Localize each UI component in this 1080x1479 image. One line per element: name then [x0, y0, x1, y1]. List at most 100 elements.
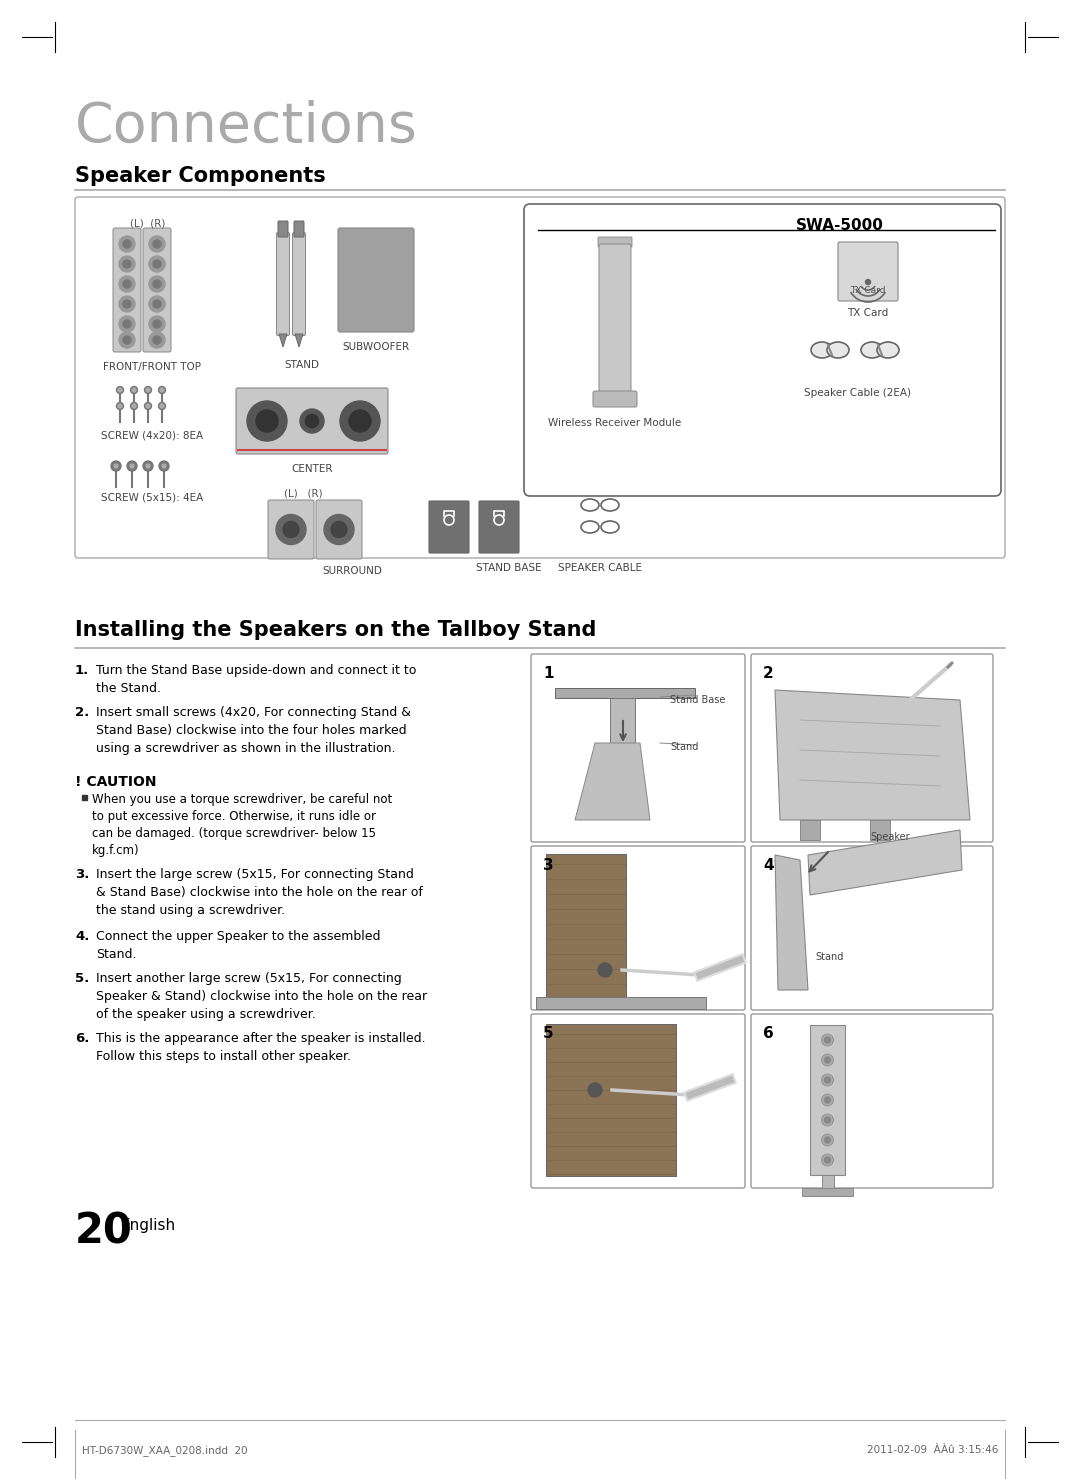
FancyBboxPatch shape: [75, 197, 1005, 558]
Text: Connections: Connections: [75, 101, 418, 154]
Text: Turn the Stand Base upside-down and connect it to: Turn the Stand Base upside-down and conn…: [96, 664, 417, 677]
Circle shape: [306, 414, 319, 427]
Circle shape: [824, 1037, 831, 1043]
Text: This is the appearance after the speaker is installed.: This is the appearance after the speaker…: [96, 1032, 426, 1046]
Circle shape: [153, 300, 161, 308]
Circle shape: [149, 331, 165, 348]
Text: using a screwdriver as shown in the illustration.: using a screwdriver as shown in the illu…: [96, 742, 395, 754]
Circle shape: [824, 1157, 831, 1162]
Circle shape: [160, 404, 164, 408]
FancyBboxPatch shape: [531, 654, 745, 842]
Text: Speaker Cable (2EA): Speaker Cable (2EA): [805, 387, 912, 398]
Circle shape: [114, 464, 118, 467]
Circle shape: [130, 464, 134, 467]
FancyBboxPatch shape: [531, 1015, 745, 1188]
Text: English: English: [120, 1219, 175, 1233]
Circle shape: [145, 402, 151, 410]
Circle shape: [117, 386, 123, 393]
Polygon shape: [575, 742, 650, 819]
Circle shape: [822, 1114, 834, 1126]
Circle shape: [824, 1097, 831, 1103]
Circle shape: [824, 1117, 831, 1123]
Text: HT-D6730W_XAA_0208.indd  20: HT-D6730W_XAA_0208.indd 20: [82, 1445, 247, 1455]
Text: When you use a torque screwdriver, be careful not: When you use a torque screwdriver, be ca…: [92, 793, 392, 806]
Circle shape: [123, 240, 131, 248]
Circle shape: [119, 237, 135, 251]
Circle shape: [119, 317, 135, 331]
Circle shape: [119, 277, 135, 291]
Text: Speaker & Stand) clockwise into the hole on the rear: Speaker & Stand) clockwise into the hole…: [96, 989, 427, 1003]
Text: Stand.: Stand.: [96, 948, 136, 961]
Circle shape: [119, 256, 135, 272]
Text: 3: 3: [543, 858, 554, 873]
FancyBboxPatch shape: [480, 501, 519, 553]
Text: 1.: 1.: [75, 664, 90, 677]
Text: 4: 4: [762, 858, 773, 873]
Circle shape: [300, 410, 324, 433]
Circle shape: [822, 1154, 834, 1165]
Text: 5.: 5.: [75, 972, 90, 985]
Text: 2: 2: [762, 666, 773, 680]
Text: TX Card: TX Card: [850, 285, 886, 294]
FancyBboxPatch shape: [598, 237, 632, 247]
Circle shape: [159, 402, 165, 410]
Circle shape: [123, 260, 131, 268]
Circle shape: [822, 1094, 834, 1106]
Ellipse shape: [827, 342, 849, 358]
Circle shape: [159, 461, 168, 470]
Circle shape: [276, 515, 306, 544]
FancyBboxPatch shape: [599, 244, 631, 398]
Circle shape: [822, 1034, 834, 1046]
Text: ! CAUTION: ! CAUTION: [75, 775, 157, 788]
Circle shape: [118, 387, 122, 392]
Bar: [546, 853, 626, 998]
Circle shape: [117, 402, 123, 410]
Bar: [810, 1025, 845, 1174]
Circle shape: [119, 296, 135, 312]
FancyBboxPatch shape: [593, 390, 637, 407]
Polygon shape: [279, 334, 287, 348]
Circle shape: [149, 296, 165, 312]
Text: 1: 1: [543, 666, 554, 680]
Polygon shape: [775, 691, 970, 819]
Text: (L)   (R): (L) (R): [284, 488, 323, 498]
Ellipse shape: [877, 342, 899, 358]
Text: 2011-02-09  ÀÀû 3:15:46: 2011-02-09 ÀÀû 3:15:46: [866, 1445, 998, 1455]
FancyBboxPatch shape: [531, 846, 745, 1010]
Circle shape: [349, 410, 372, 432]
Text: SUBWOOFER: SUBWOOFER: [342, 342, 409, 352]
FancyBboxPatch shape: [838, 243, 897, 302]
Circle shape: [247, 401, 287, 441]
Circle shape: [143, 461, 153, 470]
Ellipse shape: [811, 342, 833, 358]
Bar: [82, 796, 87, 800]
Text: SWA-5000: SWA-5000: [796, 217, 883, 234]
Circle shape: [123, 336, 131, 345]
Circle shape: [131, 386, 137, 393]
Bar: [822, 1174, 834, 1191]
FancyBboxPatch shape: [268, 500, 314, 559]
Circle shape: [127, 461, 137, 470]
Circle shape: [865, 280, 870, 284]
Circle shape: [145, 386, 151, 393]
Text: 20: 20: [75, 1210, 133, 1253]
Text: SURROUND: SURROUND: [322, 566, 382, 575]
Circle shape: [160, 387, 164, 392]
Ellipse shape: [861, 342, 883, 358]
FancyBboxPatch shape: [429, 501, 469, 553]
Circle shape: [123, 280, 131, 288]
Text: CENTER: CENTER: [292, 464, 333, 473]
Bar: [536, 997, 706, 1009]
Circle shape: [131, 402, 137, 410]
FancyBboxPatch shape: [293, 232, 306, 336]
Text: SCREW (5x15): 4EA: SCREW (5x15): 4EA: [100, 493, 203, 501]
Bar: [555, 688, 696, 698]
Text: TX Card: TX Card: [848, 308, 889, 318]
Circle shape: [132, 404, 136, 408]
Circle shape: [598, 963, 612, 978]
Circle shape: [118, 404, 122, 408]
Text: & Stand Base) clockwise into the hole on the rear of: & Stand Base) clockwise into the hole on…: [96, 886, 423, 899]
Text: 2.: 2.: [75, 705, 90, 719]
Text: Speaker Components: Speaker Components: [75, 166, 326, 186]
Circle shape: [123, 300, 131, 308]
